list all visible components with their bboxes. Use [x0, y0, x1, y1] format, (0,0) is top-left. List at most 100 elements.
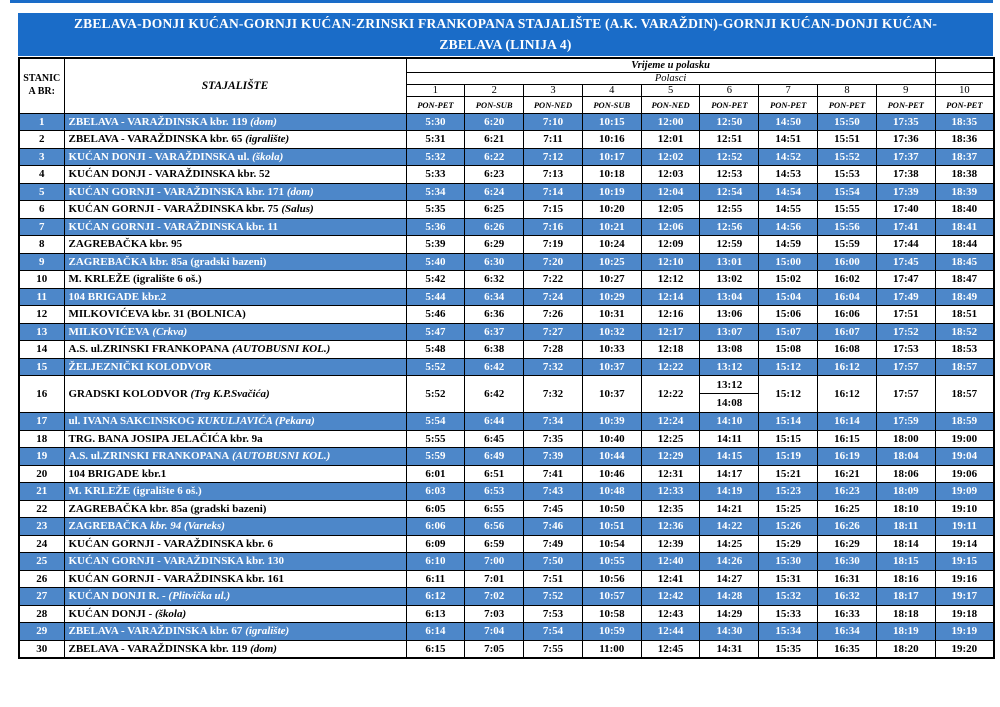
time-cell: 10:50 [581, 499, 642, 518]
station-number-cell: 27 [18, 587, 65, 606]
table-row: 10 M. KRLEŽE (igralište 6 oš.) 5:42 6:32 7:2… [18, 270, 995, 289]
time-cell: 15:12 [758, 375, 819, 413]
table-row: 19 A.S. ul.ZRINSKI FRANKOPANA (AUTOBUSNI … [18, 447, 995, 466]
departure-number: 10 [934, 83, 995, 97]
time-cell: 12:51 [699, 130, 760, 149]
page-title-line1: ZBELAVA-DONJI KUĆAN-GORNJI KUĆAN-ZRINSKI… [73, 16, 938, 32]
time-cell: 10:58 [581, 604, 642, 623]
time-cell: 10:37 [581, 357, 642, 376]
time-cell: 7:43 [523, 482, 583, 501]
time-cell: 17:45 [875, 252, 936, 271]
time-cell: 5:52 [405, 357, 466, 376]
station-number-cell: 2 [18, 130, 65, 149]
timetable-header: STANICA BR: STAJALIŠTE Vrijeme u polasku… [18, 57, 995, 114]
station-name-cell: ul. IVANA SAKCINSKOG KUKULJAVIĆA (Pekara… [63, 412, 407, 431]
time-cell: 5:47 [405, 322, 466, 341]
time-cell: 18:59 [934, 412, 995, 431]
table-row: 9 ZAGREBAČKA kbr. 85a (gradski bazeni) 5:4… [18, 252, 995, 271]
time-cell: 5:52 [405, 375, 466, 413]
time-cell: 5:55 [405, 429, 466, 448]
time-cell: 10:32 [581, 322, 642, 341]
time-cell: 10:48 [581, 482, 642, 501]
time-cell: 12:29 [640, 447, 701, 466]
time-cell: 19:15 [934, 552, 995, 571]
time-cell: 10:20 [581, 200, 642, 219]
time-cell: 12:22 [640, 357, 701, 376]
time-cell: 7:11 [523, 130, 583, 149]
time-cell: 18:16 [875, 569, 936, 588]
time-cell: 10:21 [581, 217, 642, 236]
time-cell: 18:47 [934, 270, 995, 289]
time-cell: 6:05 [405, 499, 466, 518]
time-cell: 7:53 [523, 604, 583, 623]
time-cell: 15:06 [758, 305, 819, 324]
time-cell: 10:59 [581, 622, 642, 641]
departure-number: 3 [523, 83, 583, 97]
time-cell: 15:31 [758, 569, 819, 588]
table-row: 22 ZAGREBAČKA kbr. 85a (gradski bazeni) 6:… [18, 499, 995, 518]
time-cell: 18:45 [934, 252, 995, 271]
station-number-cell: 14 [18, 340, 65, 359]
departure-number: 6 [699, 83, 760, 97]
time-cell: 18:00 [875, 429, 936, 448]
time-cell: 14:26 [699, 552, 760, 571]
time-cell: 10:46 [581, 464, 642, 483]
time-cell: 19:09 [934, 482, 995, 501]
time-cell: 16:00 [817, 252, 877, 271]
time-cell: 18:04 [875, 447, 936, 466]
time-cell: 15:26 [758, 517, 819, 536]
table-row: 6 KUĆAN GORNJI - VARAŽDINSKA kbr. 75 (Sal… [18, 200, 995, 219]
time-cell: 12:55 [699, 200, 760, 219]
time-cell: 6:42 [464, 375, 525, 413]
time-cell: 17:53 [875, 340, 936, 359]
time-cell: 7:28 [523, 340, 583, 359]
departure-number: 4 [581, 83, 642, 97]
station-number-cell: 28 [18, 604, 65, 623]
time-cell: 18:38 [934, 165, 995, 184]
time-cell: 13:06 [699, 305, 760, 324]
station-name-cell: MILKOVIĆEVA (Crkva) [63, 322, 407, 341]
time-cell: 6:01 [405, 464, 466, 483]
time-cell: 10:57 [581, 587, 642, 606]
time-cell: 6:44 [464, 412, 525, 431]
station-name-cell: ZBELAVA - VARAŽDINSKA kbr. 67 (igralište… [63, 622, 407, 641]
time-cell: 18:06 [875, 464, 936, 483]
split-time-value: 14:08 [716, 397, 743, 409]
time-cell: 14:11 [699, 429, 760, 448]
time-group-header: Vrijeme u polasku [405, 57, 936, 73]
station-name-cell: 104 BRIGADE kbr.2 [63, 287, 407, 306]
station-name-cell: ZBELAVA - VARAŽDINSKA kbr. 119 (dom) [63, 639, 407, 658]
time-cell: 12:14 [640, 287, 701, 306]
time-cell: 13:02 [699, 270, 760, 289]
time-cell: 12:56 [699, 217, 760, 236]
time-cell: 7:26 [523, 305, 583, 324]
time-cell: 5:34 [405, 182, 466, 201]
time-cell: 5:35 [405, 200, 466, 219]
timetable-body: 1 ZBELAVA - VARAŽDINSKA kbr. 119 (dom) 5:3… [18, 112, 995, 658]
time-cell: 7:54 [523, 622, 583, 641]
station-name-cell: GRADSKI KOLODVOR (Trg K.P.Svačića) [63, 375, 407, 413]
time-cell: 16:21 [817, 464, 877, 483]
station-name-cell: KUĆAN GORNJI - VARAŽDINSKA kbr. 11 [63, 217, 407, 236]
station-name-cell: ZAGREBAČKA kbr. 85a (gradski bazeni) [63, 252, 407, 271]
time-cell: 14:53 [758, 165, 819, 184]
table-row: 24 KUĆAN GORNJI - VARAŽDINSKA kbr. 6 6:09 6… [18, 534, 995, 553]
table-row: 21 M. KRLEŽE (igralište 6 oš.) 6:03 6:53 7:4… [18, 482, 995, 501]
time-cell: 19:00 [934, 429, 995, 448]
time-cell: 6:30 [464, 252, 525, 271]
station-number-cell: 26 [18, 569, 65, 588]
time-cell: 11:00 [581, 639, 642, 658]
table-row: 5 KUĆAN GORNJI - VARAŽDINSKA kbr. 171 (do… [18, 182, 995, 201]
time-cell: 5:40 [405, 252, 466, 271]
time-cell: 16:34 [817, 622, 877, 641]
station-number-cell: 5 [18, 182, 65, 201]
time-cell: 7:49 [523, 534, 583, 553]
time-cell: 5:42 [405, 270, 466, 289]
time-cell: 16:15 [817, 429, 877, 448]
station-number-cell: 20 [18, 464, 65, 483]
time-cell: 6:56 [464, 517, 525, 536]
time-cell: 7:32 [523, 357, 583, 376]
time-cell: 5:46 [405, 305, 466, 324]
station-name-cell: KUĆAN GORNJI - VARAŽDINSKA kbr. 75 (Salu… [63, 200, 407, 219]
time-cell: 7:16 [523, 217, 583, 236]
